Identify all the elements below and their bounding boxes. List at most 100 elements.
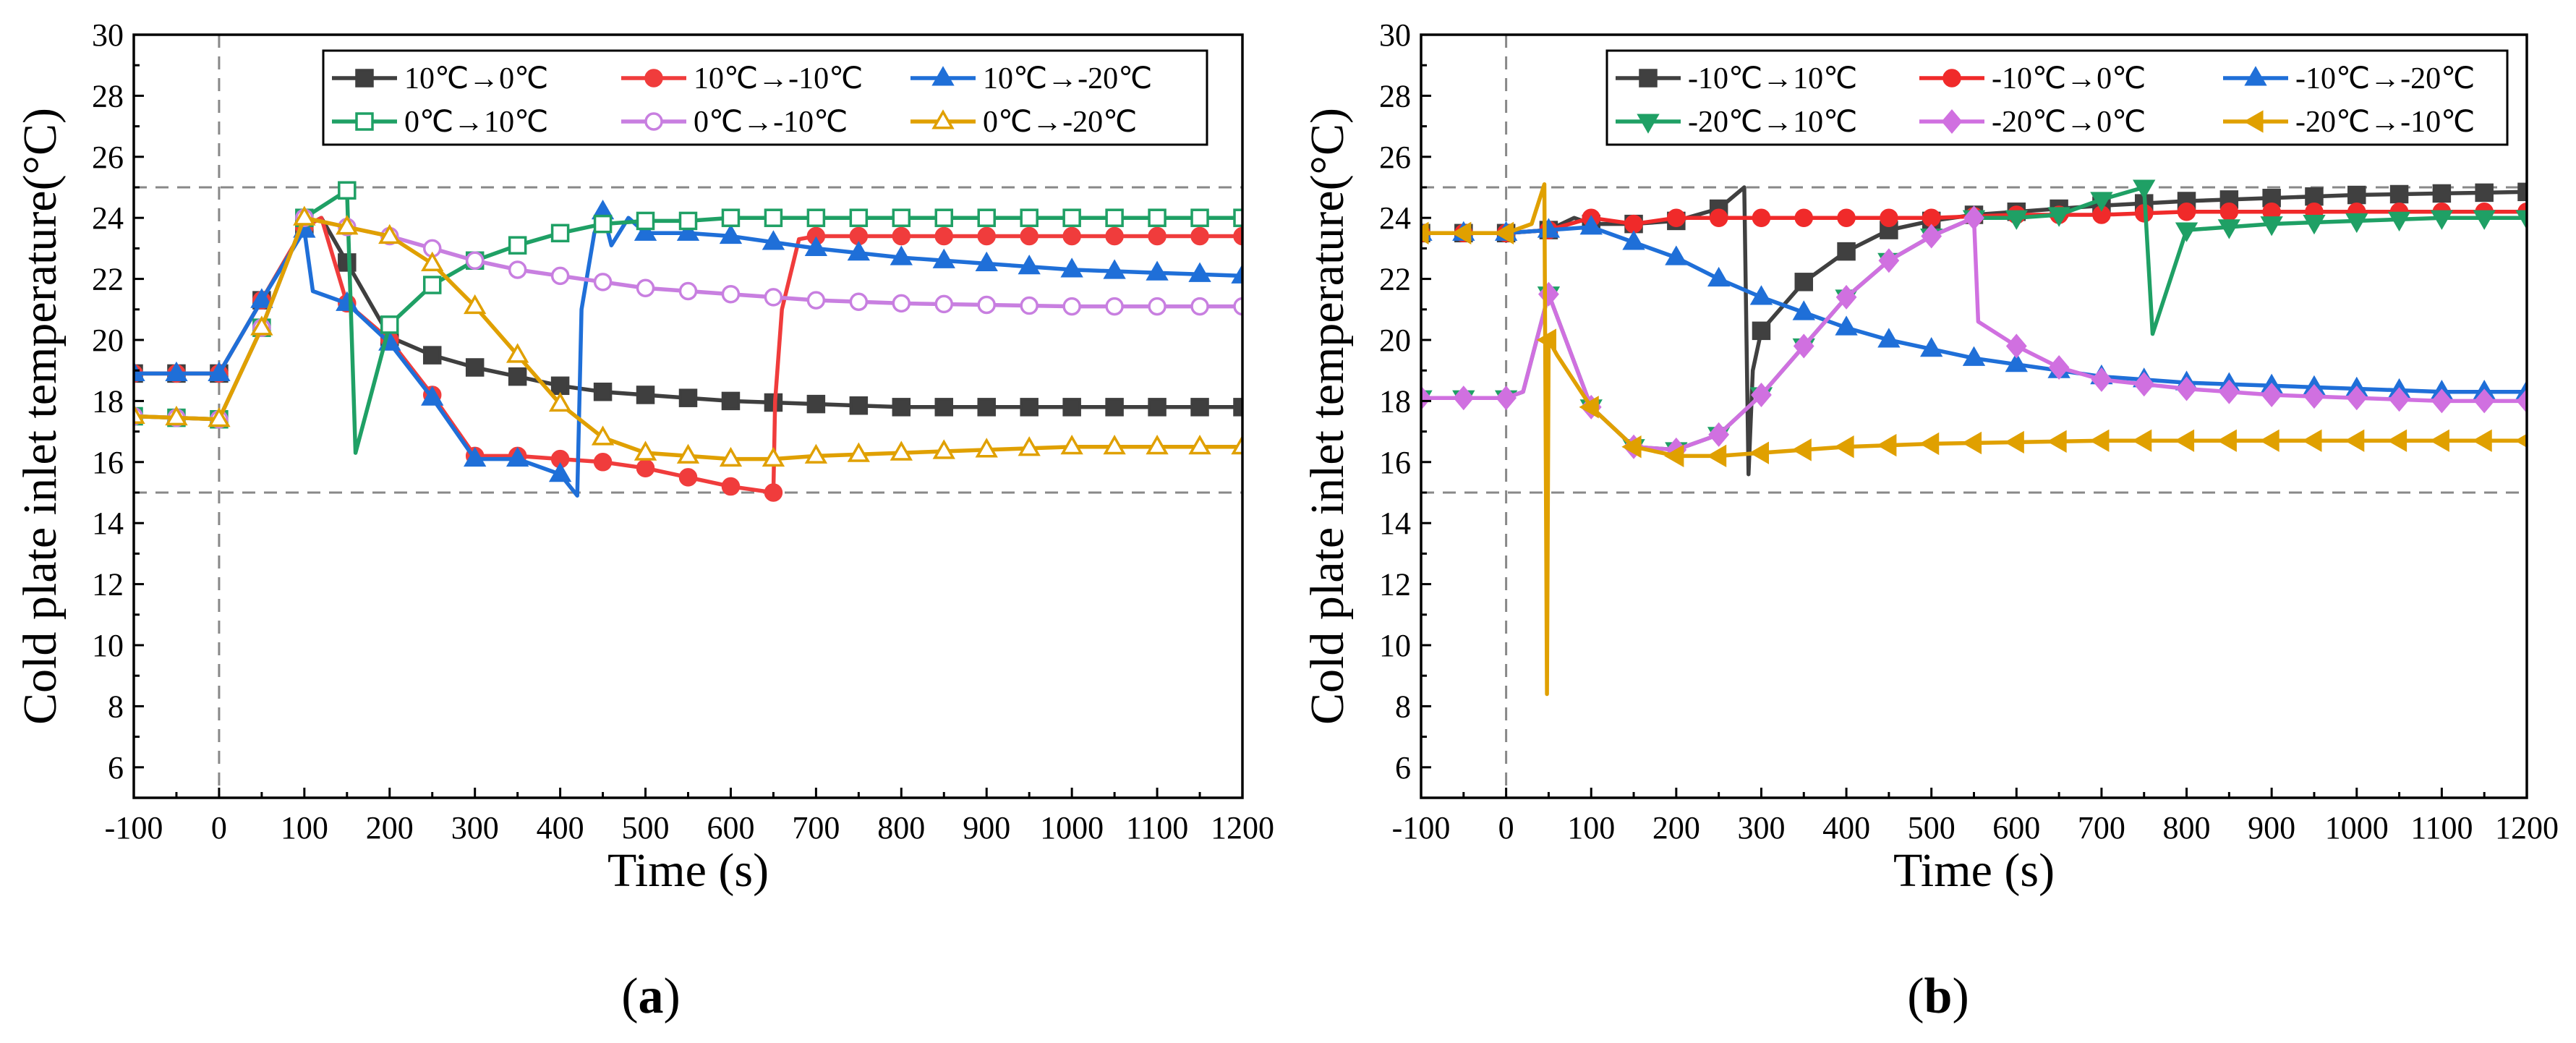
data-point [1792,300,1815,320]
data-point [2346,386,2368,411]
data-point [1103,259,1126,279]
x-tick-label: 900 [963,810,1010,846]
data-point [932,439,955,459]
data-point [2430,210,2454,230]
data-point [464,294,487,315]
data-point [1709,208,1728,227]
data-point [1105,208,1124,227]
data-point [2218,379,2240,404]
y-tick-label: 12 [1379,567,1411,603]
x-axis-title: Time (s) [607,844,769,897]
data-point [1919,432,1940,456]
legend-swatch-marker [2244,66,2267,86]
data-point [1622,230,1645,250]
data-point [2345,213,2368,234]
data-point [977,226,996,246]
y-tick-label: 28 [1379,78,1411,114]
data-point [847,241,871,261]
data-point [932,248,955,268]
legend-swatch-marker [644,69,663,88]
data-point [1621,435,1642,459]
x-tick-label: 700 [2078,810,2125,846]
data-point [1749,441,1770,464]
data-point [934,208,954,227]
data-point [1496,386,1517,411]
data-point [2217,219,2241,239]
data-point [1190,297,1209,316]
data-point [2347,185,2366,205]
data-point [380,315,399,334]
data-point [636,211,655,231]
x-tick-label: -100 [105,810,163,846]
x-tick-label: 300 [1737,810,1785,846]
data-point [1667,208,1686,227]
y-tick-label: 18 [92,383,124,419]
data-point [293,205,316,226]
series-line-2 [134,210,1242,498]
data-point [1708,422,1730,447]
data-point [1190,226,1209,246]
data-point [208,361,231,381]
data-point [1707,266,1731,287]
data-point [2475,183,2494,203]
data-point [678,468,698,487]
x-tick-label: 400 [537,810,584,846]
data-point [2217,429,2237,452]
data-point [2176,376,2197,401]
data-point [508,260,527,279]
legend-label: -20℃→0℃ [1992,106,2146,139]
data-point [721,391,741,411]
data-point [1060,257,1083,278]
y-tick-label: 20 [92,323,124,358]
x-tick-label: 100 [1567,810,1615,846]
data-point [1018,436,1041,456]
chart-panel-b: -100 0 100 200 300 400 500 600 700 800 900 1000 1100… [1301,17,2559,1024]
data-point [934,226,954,246]
y-tick-label: 22 [92,262,124,297]
data-point [1834,435,1854,459]
data-point [1877,433,1897,457]
data-point [1146,260,1169,281]
data-point [2345,429,2365,452]
data-point [890,440,913,461]
x-tick-label: 500 [622,810,670,846]
data-point [1103,434,1126,455]
x-tick-label: 400 [1822,810,1870,846]
data-point [2516,388,2527,414]
y-tick-label: 24 [1379,200,1411,236]
data-point [719,224,743,244]
data-point [422,276,442,294]
data-point [1579,396,1599,419]
data-point [721,208,741,227]
x-tick-label: 800 [877,810,925,846]
data-point [1962,346,1986,366]
legend-label: 0℃→10℃ [404,106,548,139]
legend-swatch-marker [1942,69,1961,88]
data-point [593,453,613,472]
data-point [2005,352,2028,372]
data-point [2261,382,2282,407]
legend: 10℃→0℃ 10℃→-10℃ 10℃→-20℃ 0℃→10℃ 0℃→-10℃ 0℃→-2… [322,49,1208,146]
data-point [762,446,785,467]
data-point [1421,386,1432,411]
x-tick-label: 1100 [1126,810,1188,846]
legend-box [1605,49,2509,146]
data-point [591,425,615,446]
x-tick-label: 1000 [1040,810,1104,846]
data-point [1421,221,1429,244]
data-point [550,376,570,396]
x-tick-label: 200 [1652,810,1700,846]
data-point [764,288,783,307]
data-point [2132,429,2152,452]
data-point [1105,226,1124,246]
panel-label: (a) [621,968,681,1024]
data-point [1148,297,1167,316]
data-point [678,211,698,231]
data-point [1835,315,1858,336]
data-point [338,253,357,272]
data-point [1233,226,1242,246]
data-point [1837,208,1856,227]
data-point [2305,187,2324,206]
data-point [2259,429,2279,452]
series-markers-5 [134,205,1242,467]
